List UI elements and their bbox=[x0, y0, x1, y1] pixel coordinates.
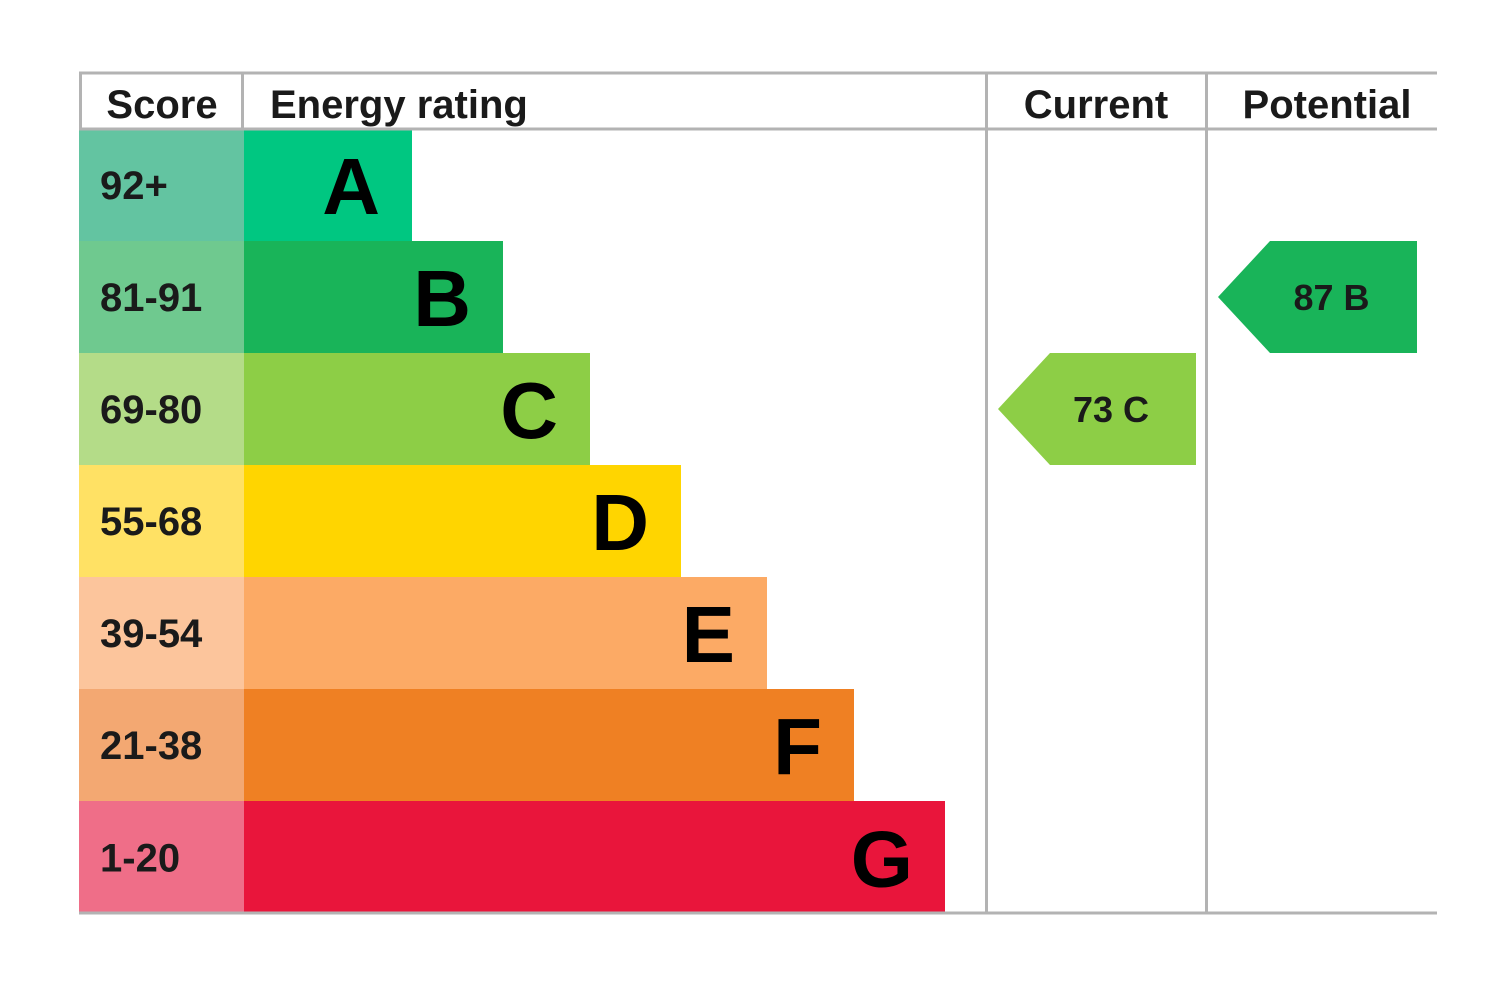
score-range-c: 69-80 bbox=[100, 388, 202, 432]
band-letter-c: C bbox=[500, 366, 558, 455]
band-bar-b bbox=[244, 241, 503, 353]
band-bar-d bbox=[244, 465, 681, 577]
score-range-b: 81-91 bbox=[100, 276, 202, 320]
band-bar-f bbox=[244, 689, 854, 801]
score-range-g: 1-20 bbox=[100, 837, 180, 881]
potential-rating-arrow-label: 87 B bbox=[1293, 277, 1369, 318]
potential-rating-arrow bbox=[1218, 241, 1417, 353]
band-letter-f: F bbox=[773, 702, 822, 791]
score-cell-d bbox=[79, 465, 244, 577]
header-current: Current bbox=[1024, 83, 1168, 127]
band-bar-g bbox=[244, 801, 945, 914]
header-energy-rating: Energy rating bbox=[270, 83, 528, 127]
score-cell-f bbox=[79, 689, 244, 801]
band-letter-a: A bbox=[322, 142, 380, 231]
header-potential: Potential bbox=[1243, 83, 1412, 127]
score-range-e: 39-54 bbox=[100, 612, 203, 656]
score-range-a: 92+ bbox=[100, 164, 168, 208]
score-cell-g bbox=[79, 801, 244, 914]
score-range-d: 55-68 bbox=[100, 500, 202, 544]
band-letter-g: G bbox=[851, 815, 913, 904]
rating-bands: 92+ A 81-91 B 69-80 C 55-68 D 39-54 E 21-38 F 1-20 G bbox=[79, 129, 945, 914]
band-letter-d: D bbox=[591, 478, 649, 567]
score-range-f: 21-38 bbox=[100, 724, 202, 768]
band-letter-b: B bbox=[413, 254, 471, 343]
band-bar-e bbox=[244, 577, 767, 689]
score-cell-a bbox=[79, 129, 244, 241]
current-rating-arrow-label: 73 C bbox=[1073, 389, 1149, 430]
score-cell-b bbox=[79, 241, 244, 353]
band-bar-c bbox=[244, 353, 590, 465]
header-score: Score bbox=[106, 83, 217, 127]
band-letter-e: E bbox=[682, 590, 735, 679]
rating-arrows: 73 C 87 B bbox=[998, 241, 1417, 465]
table-grid bbox=[79, 71, 1437, 915]
current-rating-arrow bbox=[998, 353, 1196, 465]
score-cell-e bbox=[79, 577, 244, 689]
score-cell-c bbox=[79, 353, 244, 465]
band-bar-a bbox=[244, 129, 412, 241]
